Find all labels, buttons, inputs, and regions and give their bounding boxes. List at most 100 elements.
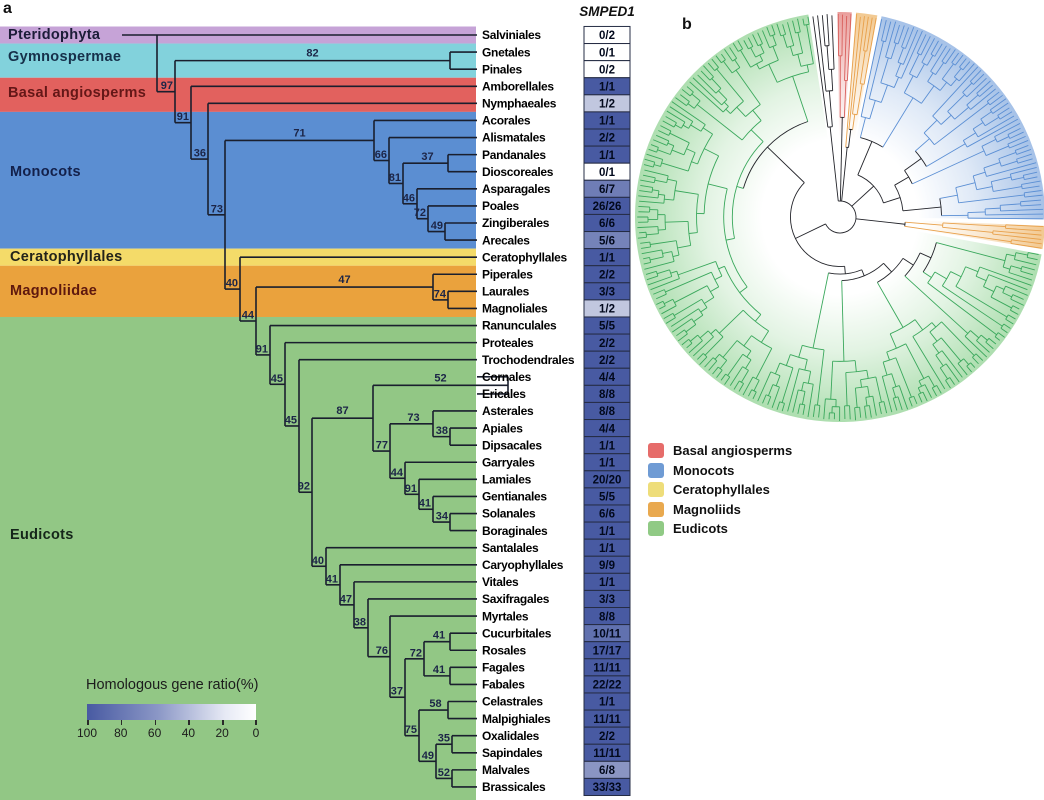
radial-branch	[997, 107, 1010, 116]
radial-branch	[1009, 131, 1024, 139]
radial-branch	[740, 49, 752, 68]
radial-branch	[1010, 243, 1042, 249]
radial-branch	[885, 21, 892, 42]
radial-branch	[643, 164, 654, 168]
radial-branch	[761, 330, 770, 343]
radial-branch	[1002, 292, 1012, 298]
radial-branch	[953, 68, 962, 78]
radial-branch	[913, 396, 918, 405]
radial-branch	[828, 90, 833, 127]
tip-label: Poales	[482, 199, 520, 213]
radial-branch	[654, 179, 667, 184]
radial-branch	[904, 225, 1012, 243]
radial-branch	[787, 368, 800, 412]
radial-branch	[648, 148, 657, 153]
radial-branch-arc	[861, 116, 870, 120]
gene-ratio-value: 11/11	[593, 663, 621, 675]
radial-branch-arc	[972, 353, 977, 358]
radial-branch	[669, 106, 694, 122]
radial-branch	[924, 384, 932, 398]
radial-branch	[646, 153, 663, 160]
radial-branch	[972, 356, 979, 365]
radial-branch	[640, 184, 653, 188]
radial-branch	[792, 76, 809, 122]
gene-ratio-value: 17/17	[593, 645, 622, 657]
radial-branch	[950, 271, 962, 278]
radial-branch-arc	[742, 121, 808, 189]
legend-swatch-monocots	[648, 462, 664, 478]
gene-ratio-value: 22/22	[593, 680, 622, 692]
radial-branch	[903, 75, 914, 94]
radial-branch	[959, 58, 967, 68]
radial-branch	[658, 130, 669, 136]
radial-branch	[859, 407, 862, 418]
radial-branch	[727, 353, 744, 376]
tip-label: Pinales	[482, 62, 523, 76]
tip-label: Brassicales	[482, 780, 546, 794]
legend-swatch-eudicots	[648, 521, 664, 537]
gene-ratio-value: 11/11	[593, 748, 621, 760]
radial-branch-arc	[825, 90, 833, 92]
radial-branch	[883, 263, 892, 273]
radial-branch	[985, 145, 1009, 156]
radial-branch-arc	[921, 62, 928, 66]
radial-branch-arc	[1010, 294, 1014, 300]
radial-branch	[681, 338, 690, 346]
radial-branch-arc	[664, 289, 667, 295]
gene-ratio-value: 2/2	[599, 133, 615, 145]
radial-branch	[776, 23, 782, 37]
radial-branch-arc	[709, 76, 714, 81]
radial-branch	[976, 186, 993, 191]
radial-branch	[753, 380, 760, 392]
radial-branch-arc	[1021, 184, 1023, 189]
radial-branch	[996, 285, 1005, 290]
radial-branch	[1014, 259, 1037, 266]
gene-ratio-value: 1/2	[599, 304, 615, 316]
radial-branch	[670, 270, 677, 274]
gene-ratio-value: 5/6	[599, 235, 615, 247]
support-value: 91	[405, 483, 417, 495]
radial-branch	[711, 78, 722, 89]
support-value: 77	[376, 440, 388, 452]
radial-branch	[797, 18, 801, 32]
gradient-legend-title: Homologous gene ratio(%)	[86, 677, 259, 693]
radial-branch	[945, 380, 951, 389]
tip-label: Asterales	[482, 404, 534, 418]
gene-ratio-value: 0/1	[599, 167, 616, 179]
radial-branch	[844, 266, 846, 274]
radial-branch	[715, 55, 722, 64]
radial-branch	[986, 91, 1000, 102]
radial-branch	[868, 41, 884, 99]
gene-ratio-value: 2/2	[599, 731, 615, 743]
radial-branch	[643, 256, 650, 260]
radial-branch-arc	[932, 385, 937, 389]
radial-branch	[816, 349, 825, 406]
radial-branch	[743, 40, 749, 50]
tip-label: Proteales	[482, 336, 534, 350]
radial-branch	[690, 124, 702, 132]
radial-branch	[653, 139, 668, 146]
radial-branch	[1005, 224, 1044, 228]
radial-branch-arc	[990, 285, 997, 298]
radial-branch	[958, 63, 975, 82]
support-value: 45	[285, 414, 297, 426]
radial-branch	[797, 403, 801, 414]
radial-branch	[992, 233, 1042, 240]
radial-branch	[962, 82, 973, 93]
radial-branch	[812, 404, 816, 417]
radial-branch	[656, 300, 664, 305]
radial-branch	[993, 186, 1022, 192]
gene-ratio-value: 1/1	[599, 150, 616, 162]
radial-branch	[665, 271, 712, 293]
radial-branch	[921, 38, 935, 63]
radial-branch	[843, 80, 847, 118]
radial-branch	[669, 132, 690, 144]
support-value: 52	[434, 372, 446, 384]
radial-branch	[890, 43, 897, 59]
legend-label: Magnoliids	[673, 501, 741, 517]
radial-branch	[741, 370, 749, 383]
radial-branch	[876, 282, 904, 328]
radial-branch	[802, 18, 805, 26]
support-value: 41	[433, 664, 445, 676]
radial-branch	[992, 102, 1009, 114]
